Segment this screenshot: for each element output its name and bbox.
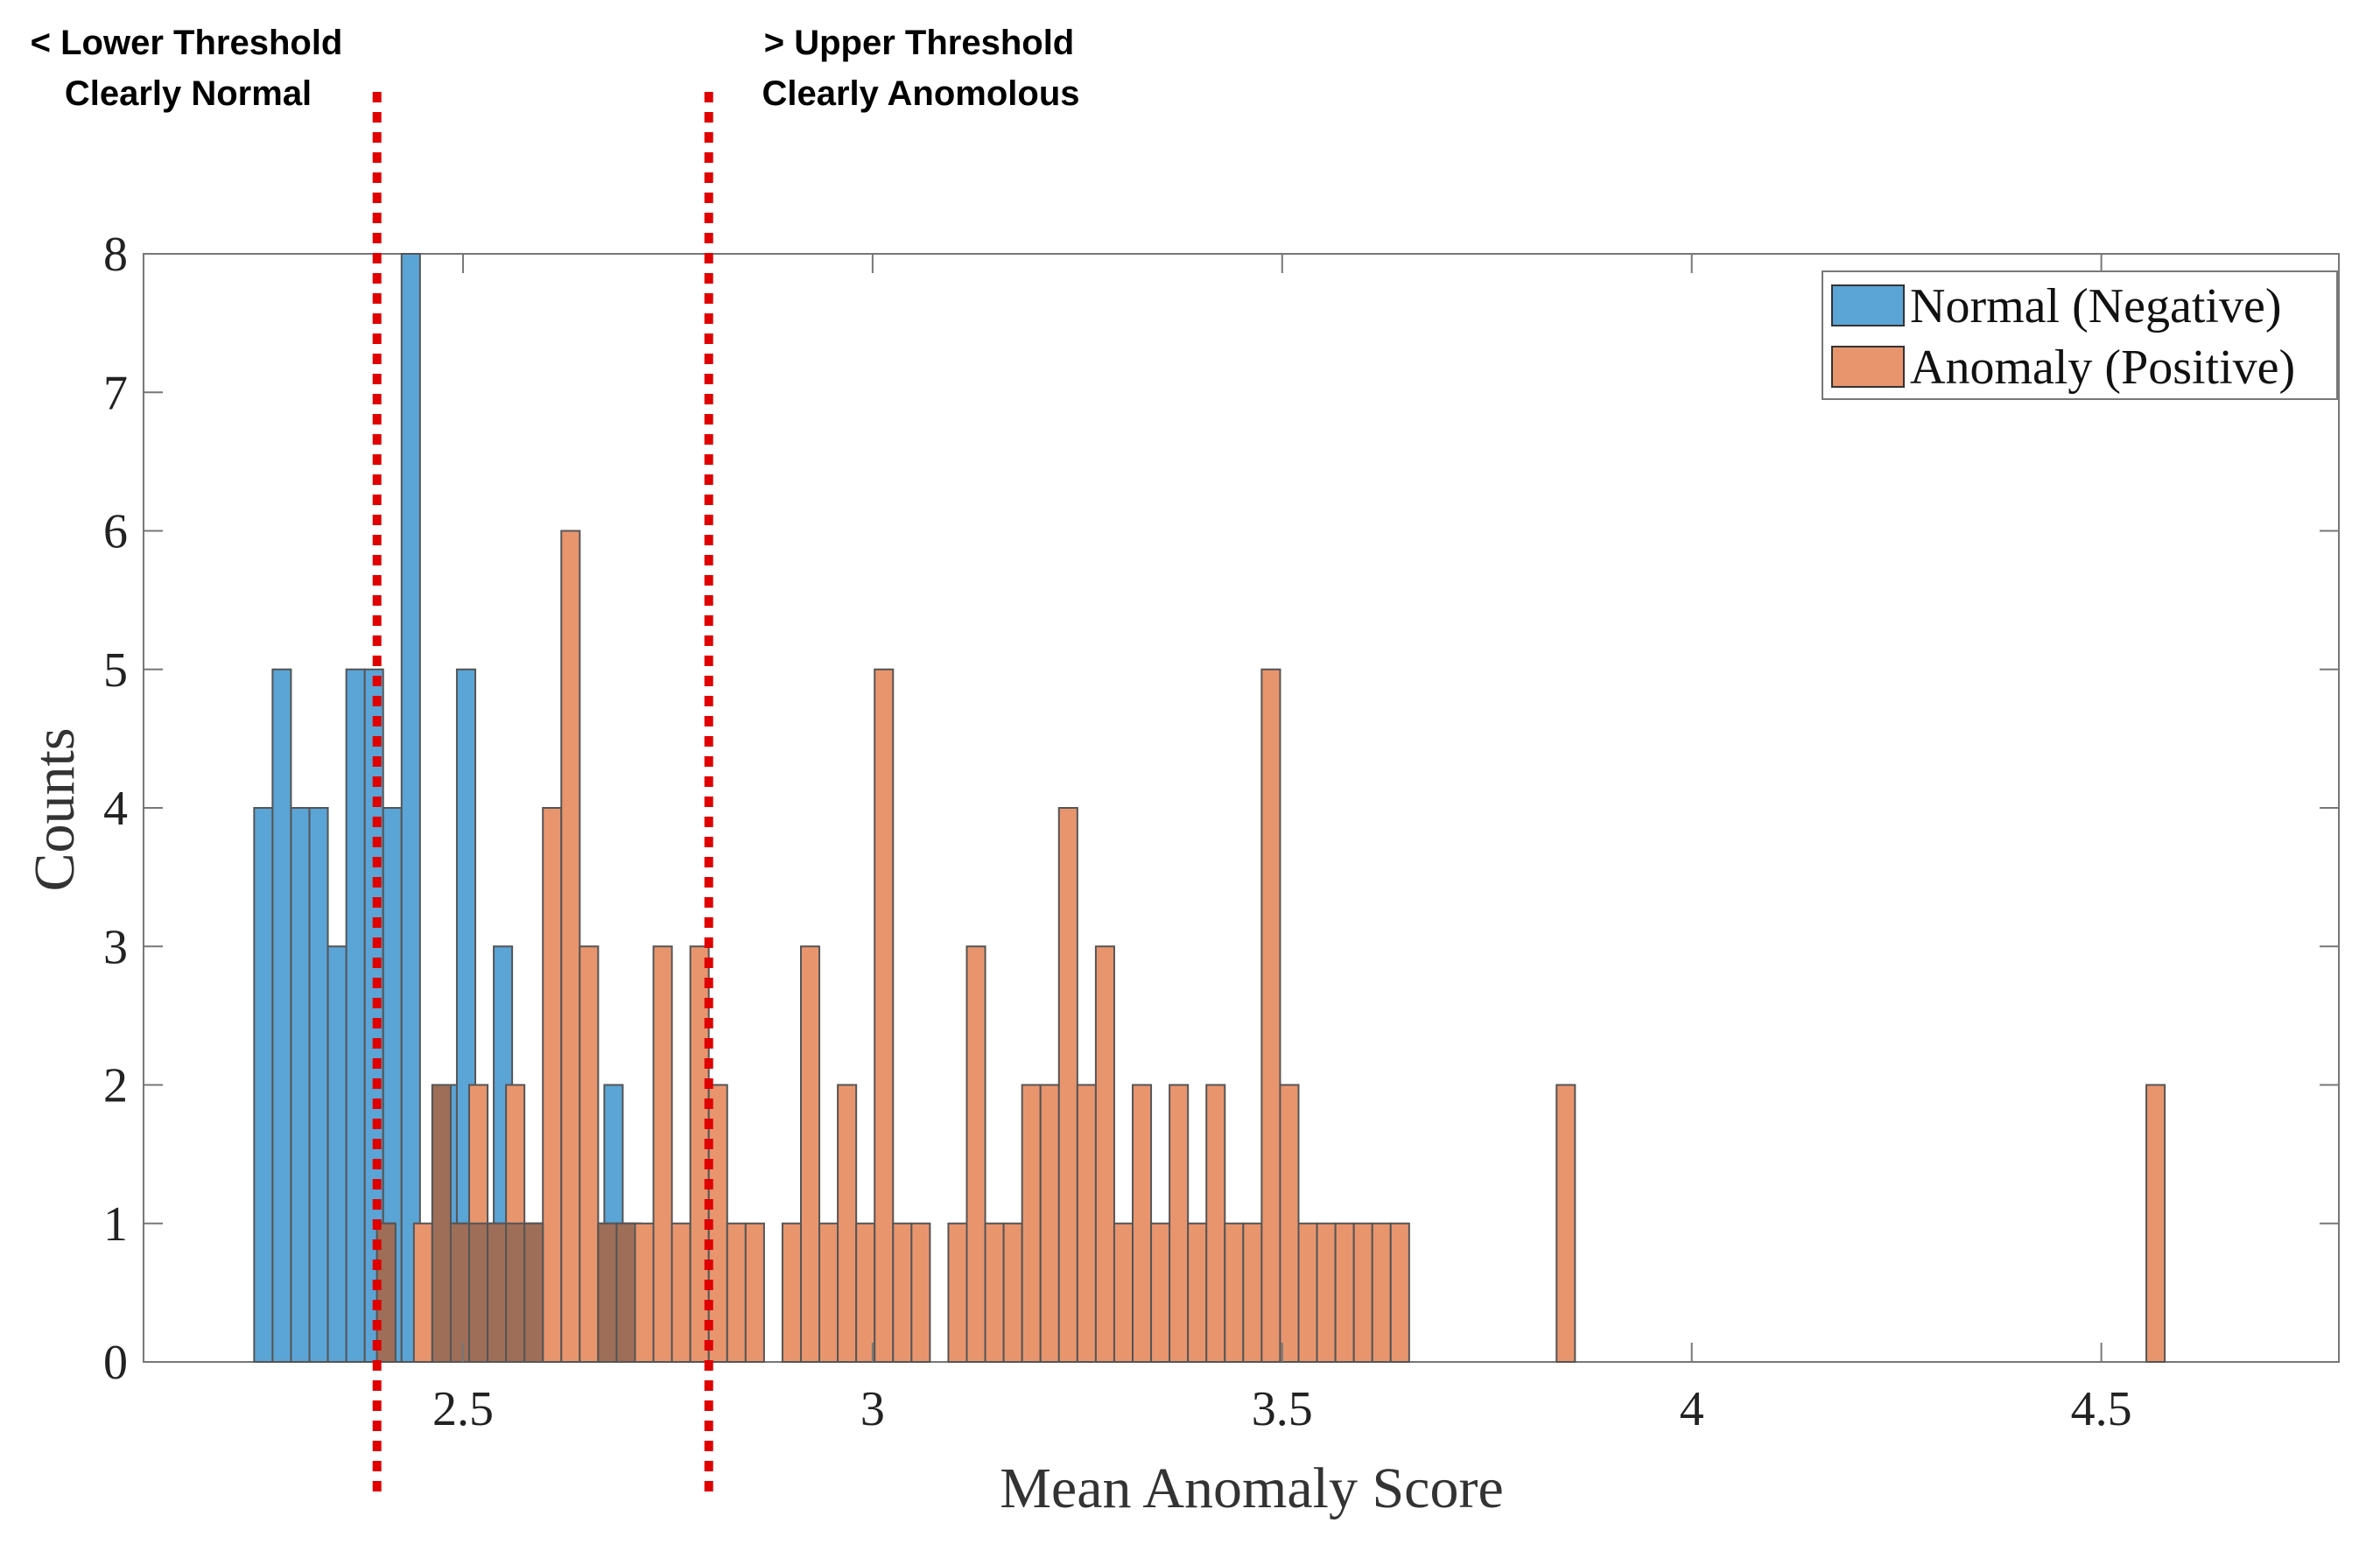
legend-swatch-anomaly bbox=[1831, 346, 1905, 388]
normal-bar-0 bbox=[253, 807, 274, 1363]
anomaly-bar-40 bbox=[1113, 1222, 1134, 1363]
overlap-bar-0 bbox=[376, 1222, 397, 1363]
legend-label-anomaly: Anomaly (Positive) bbox=[1910, 340, 2295, 395]
overlap-bar-5 bbox=[467, 1222, 489, 1363]
anomaly-bar-14 bbox=[634, 1222, 655, 1363]
anomaly-bar-96 bbox=[2145, 1084, 2166, 1363]
y-tick-label-3: 3 bbox=[103, 920, 128, 974]
x-tick-label-0: 2.5 bbox=[432, 1382, 494, 1436]
anomaly-bar-38 bbox=[1076, 1084, 1097, 1363]
threshold-lines bbox=[372, 92, 713, 1497]
anomaly-bar-19 bbox=[726, 1222, 747, 1363]
anomaly-bar-45 bbox=[1205, 1084, 1226, 1363]
anomaly-bar-49 bbox=[1279, 1084, 1300, 1363]
anomaly-bar-42 bbox=[1150, 1222, 1171, 1363]
y-tick-label-7: 7 bbox=[103, 366, 128, 420]
anomaly-bar-52 bbox=[1334, 1222, 1355, 1363]
x-tick-label-1: 3 bbox=[860, 1382, 885, 1436]
anomaly-bar-39 bbox=[1094, 945, 1115, 1363]
anomaly-bar-53 bbox=[1352, 1222, 1373, 1363]
overlap-bar-12 bbox=[597, 1222, 618, 1363]
overlap-bar-13 bbox=[615, 1222, 636, 1363]
normal-bar-3 bbox=[308, 807, 329, 1363]
anomaly-bar-22 bbox=[781, 1222, 803, 1363]
lower-threshold-label-line2: Clearly Normal bbox=[65, 74, 312, 113]
anomaly-bar-15 bbox=[652, 945, 673, 1363]
overlap-bar-3 bbox=[431, 1084, 452, 1363]
normal-bar-1 bbox=[271, 668, 292, 1363]
overlap-region bbox=[376, 1084, 636, 1363]
y-tick-label-2: 2 bbox=[103, 1059, 128, 1113]
anomaly-bar-33 bbox=[984, 1222, 1005, 1363]
anomaly-bar-31 bbox=[947, 1222, 968, 1363]
normal-bar-5 bbox=[345, 668, 366, 1363]
x-tick-label-4: 4.5 bbox=[2071, 1382, 2132, 1436]
anomaly-bar-64 bbox=[1555, 1084, 1576, 1363]
anomaly-bar-27 bbox=[874, 668, 895, 1363]
legend-swatch-normal bbox=[1831, 284, 1905, 326]
anomaly-bar-17 bbox=[689, 945, 710, 1363]
overlap-bar-4 bbox=[449, 1222, 470, 1363]
overlap-bar-6 bbox=[487, 1222, 508, 1363]
anomaly-bar-26 bbox=[855, 1222, 876, 1363]
anomaly-bar-16 bbox=[670, 1222, 692, 1363]
anomaly-bar-37 bbox=[1057, 807, 1078, 1363]
x-tick-label-3: 4 bbox=[1680, 1382, 1704, 1436]
x-axis-title: Mean Anomaly Score bbox=[1000, 1456, 1504, 1520]
normal-bar-2 bbox=[290, 807, 311, 1363]
x-tick-label-2: 3.5 bbox=[1252, 1382, 1313, 1436]
anomaly-bar-20 bbox=[744, 1222, 765, 1363]
overlap-bar-7 bbox=[505, 1222, 526, 1363]
legend-box bbox=[1822, 270, 2338, 400]
y-tick-label-5: 5 bbox=[103, 643, 128, 698]
anomaly-bar-25 bbox=[837, 1084, 858, 1363]
anomaly-bar-35 bbox=[1021, 1084, 1042, 1363]
anomaly-bar-24 bbox=[818, 1222, 839, 1363]
anomaly-bar-43 bbox=[1169, 1084, 1190, 1363]
anomaly-bar-47 bbox=[1242, 1222, 1263, 1363]
y-tick-label-0: 0 bbox=[103, 1336, 128, 1390]
y-tick-label-8: 8 bbox=[103, 228, 128, 282]
anomaly-bar-28 bbox=[892, 1222, 913, 1363]
axis-ticks: 2.5 3 3.5 4 4.5 0 1 2 3 4 5 6 7 8 bbox=[103, 228, 2339, 1436]
y-axis-title: Counts bbox=[23, 727, 87, 891]
anomaly-bar-54 bbox=[1371, 1222, 1392, 1363]
normal-bar-8 bbox=[400, 253, 421, 1363]
anomaly-bar-41 bbox=[1132, 1084, 1153, 1363]
overlap-bar-8 bbox=[523, 1222, 544, 1363]
anomaly-bar-48 bbox=[1260, 668, 1281, 1363]
anomaly-bar-9 bbox=[542, 807, 563, 1363]
anomaly-bar-10 bbox=[560, 530, 581, 1363]
upper-threshold-label-line1: > Upper Threshold bbox=[764, 24, 1075, 62]
anomaly-bar-50 bbox=[1297, 1222, 1318, 1363]
y-tick-label-4: 4 bbox=[103, 782, 128, 836]
y-tick-label-6: 6 bbox=[103, 505, 128, 559]
anomaly-bar-34 bbox=[1002, 1222, 1023, 1363]
legend: Normal (Negative) Anomaly (Positive) bbox=[1822, 270, 2338, 400]
anomaly-bar-46 bbox=[1224, 1222, 1245, 1363]
anomaly-bar-55 bbox=[1389, 1222, 1410, 1363]
anomaly-bar-23 bbox=[800, 945, 821, 1363]
normal-bar-4 bbox=[326, 945, 348, 1363]
legend-label-normal: Normal (Negative) bbox=[1910, 279, 2281, 333]
lower-threshold-label-line1: < Lower Threshold bbox=[31, 24, 343, 62]
anomaly-bar-36 bbox=[1039, 1084, 1060, 1363]
anomaly-bar-51 bbox=[1316, 1222, 1337, 1363]
anomaly-bar-44 bbox=[1187, 1222, 1208, 1363]
upper-threshold-label-line2: Clearly Anomolous bbox=[762, 74, 1079, 113]
y-tick-label-1: 1 bbox=[103, 1197, 128, 1252]
anomaly-bar-11 bbox=[579, 945, 600, 1363]
anomaly-bar-2 bbox=[412, 1222, 433, 1363]
anomaly-bar-29 bbox=[910, 1222, 931, 1363]
anomaly-bar-32 bbox=[965, 945, 986, 1363]
